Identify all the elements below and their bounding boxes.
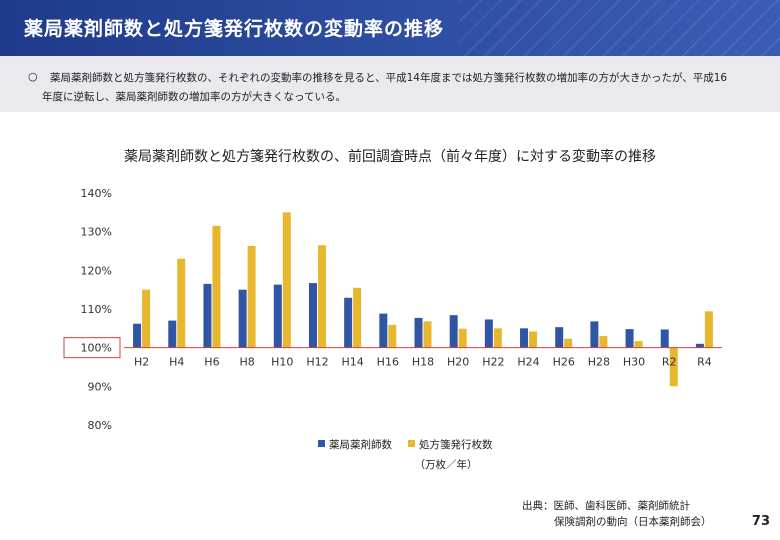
- source-line-1: 出典：医師、歯科医師、薬剤師統計: [522, 500, 690, 512]
- bar-pharmacists-R2: [660, 329, 669, 348]
- y-tick-label: 110%: [81, 303, 112, 316]
- legend-label: 処方箋発行枚数: [419, 438, 493, 451]
- bar-pharmacists-H12: [308, 283, 317, 348]
- x-tick-label: H4: [169, 356, 184, 369]
- bar-prescriptions-H18: [423, 321, 432, 348]
- x-tick-label: H18: [412, 356, 434, 369]
- x-tick-label: H12: [306, 356, 328, 369]
- bar-pharmacists-H26: [555, 327, 564, 348]
- legend-swatch: [408, 440, 415, 447]
- bar-prescriptions-H6: [212, 225, 221, 348]
- x-tick-label: H16: [377, 356, 399, 369]
- summary-box: ○ 薬局薬剤師数と処方箋発行枚数の、それぞれの変動率の推移を見ると、平成14年度…: [0, 56, 780, 112]
- x-tick-label: H26: [553, 356, 575, 369]
- x-tick-label: H22: [482, 356, 504, 369]
- header-banner: 薬局薬剤師数と処方箋発行枚数の変動率の推移: [0, 0, 780, 56]
- bar-prescriptions-H22: [493, 328, 502, 348]
- bar-prescriptions-H4: [177, 258, 186, 348]
- bar-pharmacists-H6: [203, 283, 212, 348]
- bar-prescriptions-H26: [564, 338, 573, 348]
- bar-pharmacists-H16: [379, 313, 388, 348]
- bar-prescriptions-R4: [704, 311, 713, 348]
- bar-pharmacists-H24: [520, 328, 529, 348]
- y-tick-label: 130%: [81, 226, 112, 239]
- bullet-circle-icon: ○: [28, 70, 38, 83]
- bar-prescriptions-H24: [529, 331, 538, 348]
- legend-label: 薬局薬剤師数: [329, 438, 392, 451]
- source-note: 出典：医師、歯科医師、薬剤師統計 保険調剤の動向（日本薬剤師会）: [522, 498, 712, 530]
- bar-prescriptions-H28: [599, 336, 608, 348]
- bar-prescriptions-H14: [353, 287, 362, 348]
- source-line-2: 保険調剤の動向（日本薬剤師会）: [554, 516, 712, 528]
- baseline-label-highlight: [63, 337, 121, 359]
- bar-prescriptions-H20: [458, 328, 467, 348]
- x-tick-label: H30: [623, 356, 645, 369]
- x-tick-label: H8: [239, 356, 254, 369]
- summary-line-2: 年度に逆転し、薬局薬剤師数の増加率の方が大きくなっている。: [42, 91, 346, 103]
- y-tick-label: 120%: [81, 264, 112, 277]
- y-tick-label: 90%: [88, 380, 112, 393]
- bar-prescriptions-H12: [317, 245, 326, 348]
- bar-pharmacists-H20: [449, 315, 458, 348]
- bar-pharmacists-H4: [168, 320, 177, 348]
- x-tick-label: H14: [342, 356, 364, 369]
- bar-pharmacists-H14: [344, 297, 353, 348]
- bar-pharmacists-R4: [695, 343, 704, 348]
- bar-prescriptions-H2: [142, 289, 151, 348]
- y-tick-label: 80%: [88, 419, 112, 432]
- x-tick-label: H24: [517, 356, 539, 369]
- bar-pharmacists-H10: [273, 284, 282, 348]
- bar-pharmacists-H18: [414, 317, 423, 348]
- bar-pharmacists-H30: [625, 329, 634, 348]
- bar-prescriptions-H16: [388, 324, 397, 348]
- x-tick-label: H10: [271, 356, 293, 369]
- chart-title: 薬局薬剤師数と処方箋発行枚数の、前回調査時点（前々年度）に対する変動率の推移: [124, 149, 656, 165]
- x-tick-label: R4: [697, 356, 712, 369]
- summary-line-1: 薬局薬剤師数と処方箋発行枚数の、それぞれの変動率の推移を見ると、平成14年度まで…: [50, 72, 728, 84]
- bar-pharmacists-H22: [484, 319, 493, 348]
- bar-pharmacists-H28: [590, 321, 599, 348]
- x-tick-label: H2: [134, 356, 149, 369]
- legend-swatch: [318, 440, 325, 447]
- x-tick-label: H6: [204, 356, 219, 369]
- bar-prescriptions-H30: [634, 341, 643, 348]
- x-tick-label: H28: [588, 356, 610, 369]
- y-tick-label: 100%: [81, 342, 112, 355]
- bar-pharmacists-H2: [133, 323, 142, 348]
- bar-prescriptions-R2: [669, 347, 678, 387]
- bar-prescriptions-H8: [247, 245, 256, 348]
- bar-pharmacists-H8: [238, 289, 247, 348]
- x-tick-label: R2: [662, 356, 677, 369]
- y-tick-label: 140%: [81, 187, 112, 200]
- legend-unit-note: （万枚／年）: [415, 458, 478, 471]
- x-tick-label: H20: [447, 356, 469, 369]
- page-title: 薬局薬剤師数と処方箋発行枚数の変動率の推移: [24, 18, 445, 40]
- bar-prescriptions-H10: [282, 212, 291, 348]
- page-number: 73: [751, 514, 770, 529]
